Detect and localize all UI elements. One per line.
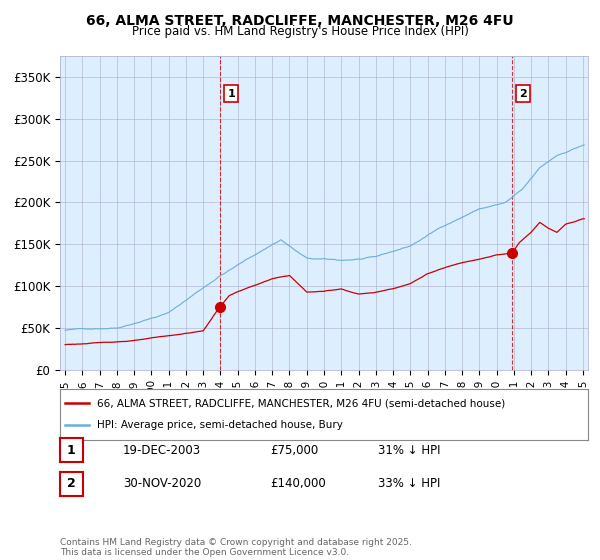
Text: HPI: Average price, semi-detached house, Bury: HPI: Average price, semi-detached house,…	[97, 421, 343, 431]
Text: 2: 2	[67, 477, 76, 491]
Text: 1: 1	[67, 444, 76, 457]
Text: 31% ↓ HPI: 31% ↓ HPI	[378, 444, 440, 457]
Text: 66, ALMA STREET, RADCLIFFE, MANCHESTER, M26 4FU: 66, ALMA STREET, RADCLIFFE, MANCHESTER, …	[86, 14, 514, 28]
Text: 2: 2	[519, 88, 527, 99]
Text: 30-NOV-2020: 30-NOV-2020	[123, 477, 201, 491]
Text: Price paid vs. HM Land Registry's House Price Index (HPI): Price paid vs. HM Land Registry's House …	[131, 25, 469, 38]
Text: 33% ↓ HPI: 33% ↓ HPI	[378, 477, 440, 491]
Text: Contains HM Land Registry data © Crown copyright and database right 2025.
This d: Contains HM Land Registry data © Crown c…	[60, 538, 412, 557]
Text: 66, ALMA STREET, RADCLIFFE, MANCHESTER, M26 4FU (semi-detached house): 66, ALMA STREET, RADCLIFFE, MANCHESTER, …	[97, 398, 505, 408]
Text: 1: 1	[227, 88, 235, 99]
Text: 19-DEC-2003: 19-DEC-2003	[123, 444, 201, 457]
Text: £140,000: £140,000	[270, 477, 326, 491]
Text: £75,000: £75,000	[270, 444, 318, 457]
